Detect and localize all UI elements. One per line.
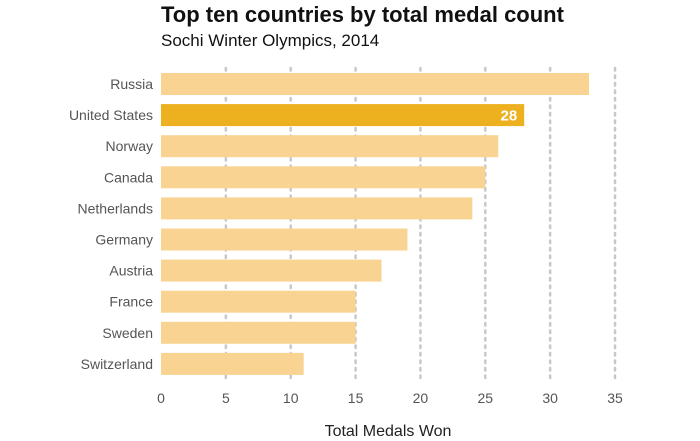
category-label: Norway <box>106 138 153 154</box>
chart-title: Top ten countries by total medal count <box>161 2 564 27</box>
category-label: Sweden <box>102 325 153 341</box>
category-label: Austria <box>109 263 153 279</box>
x-tick-label: 35 <box>607 390 623 406</box>
bar-austria <box>161 259 382 282</box>
x-tick-label: 0 <box>157 390 165 406</box>
category-label: Netherlands <box>78 200 154 216</box>
bar-russia <box>161 73 590 95</box>
x-tick-label: 20 <box>413 390 429 406</box>
x-tick-label: 25 <box>477 390 493 406</box>
bar-norway <box>161 135 499 158</box>
x-tick-labels: 0 5 10 15 20 25 30 35 <box>157 390 623 406</box>
bars <box>161 73 590 375</box>
bar-netherlands <box>161 197 473 220</box>
x-tick-label: 5 <box>222 390 230 406</box>
bar-france <box>161 290 356 313</box>
chart-subtitle: Sochi Winter Olympics, 2014 <box>161 31 380 50</box>
bar-canada <box>161 166 486 189</box>
category-label: Russia <box>110 76 153 92</box>
category-labels: Russia United States Norway Canada Netherlan… <box>69 76 153 372</box>
x-tick-label: 15 <box>348 390 364 406</box>
x-axis-title: Total Medals Won <box>325 423 452 440</box>
category-label: Germany <box>95 232 153 248</box>
bar-sweden <box>161 321 356 344</box>
bar-united-states <box>161 104 525 127</box>
category-label: France <box>109 294 153 310</box>
bar-germany <box>161 228 408 251</box>
data-labels: 28 <box>501 108 518 125</box>
x-tick-label: 30 <box>542 390 558 406</box>
data-label: 28 <box>501 108 518 125</box>
x-tick-label: 10 <box>283 390 299 406</box>
category-label: United States <box>69 107 153 123</box>
category-label: Switzerland <box>81 356 153 372</box>
category-label: Canada <box>104 169 153 185</box>
bar-switzerland <box>161 352 304 375</box>
